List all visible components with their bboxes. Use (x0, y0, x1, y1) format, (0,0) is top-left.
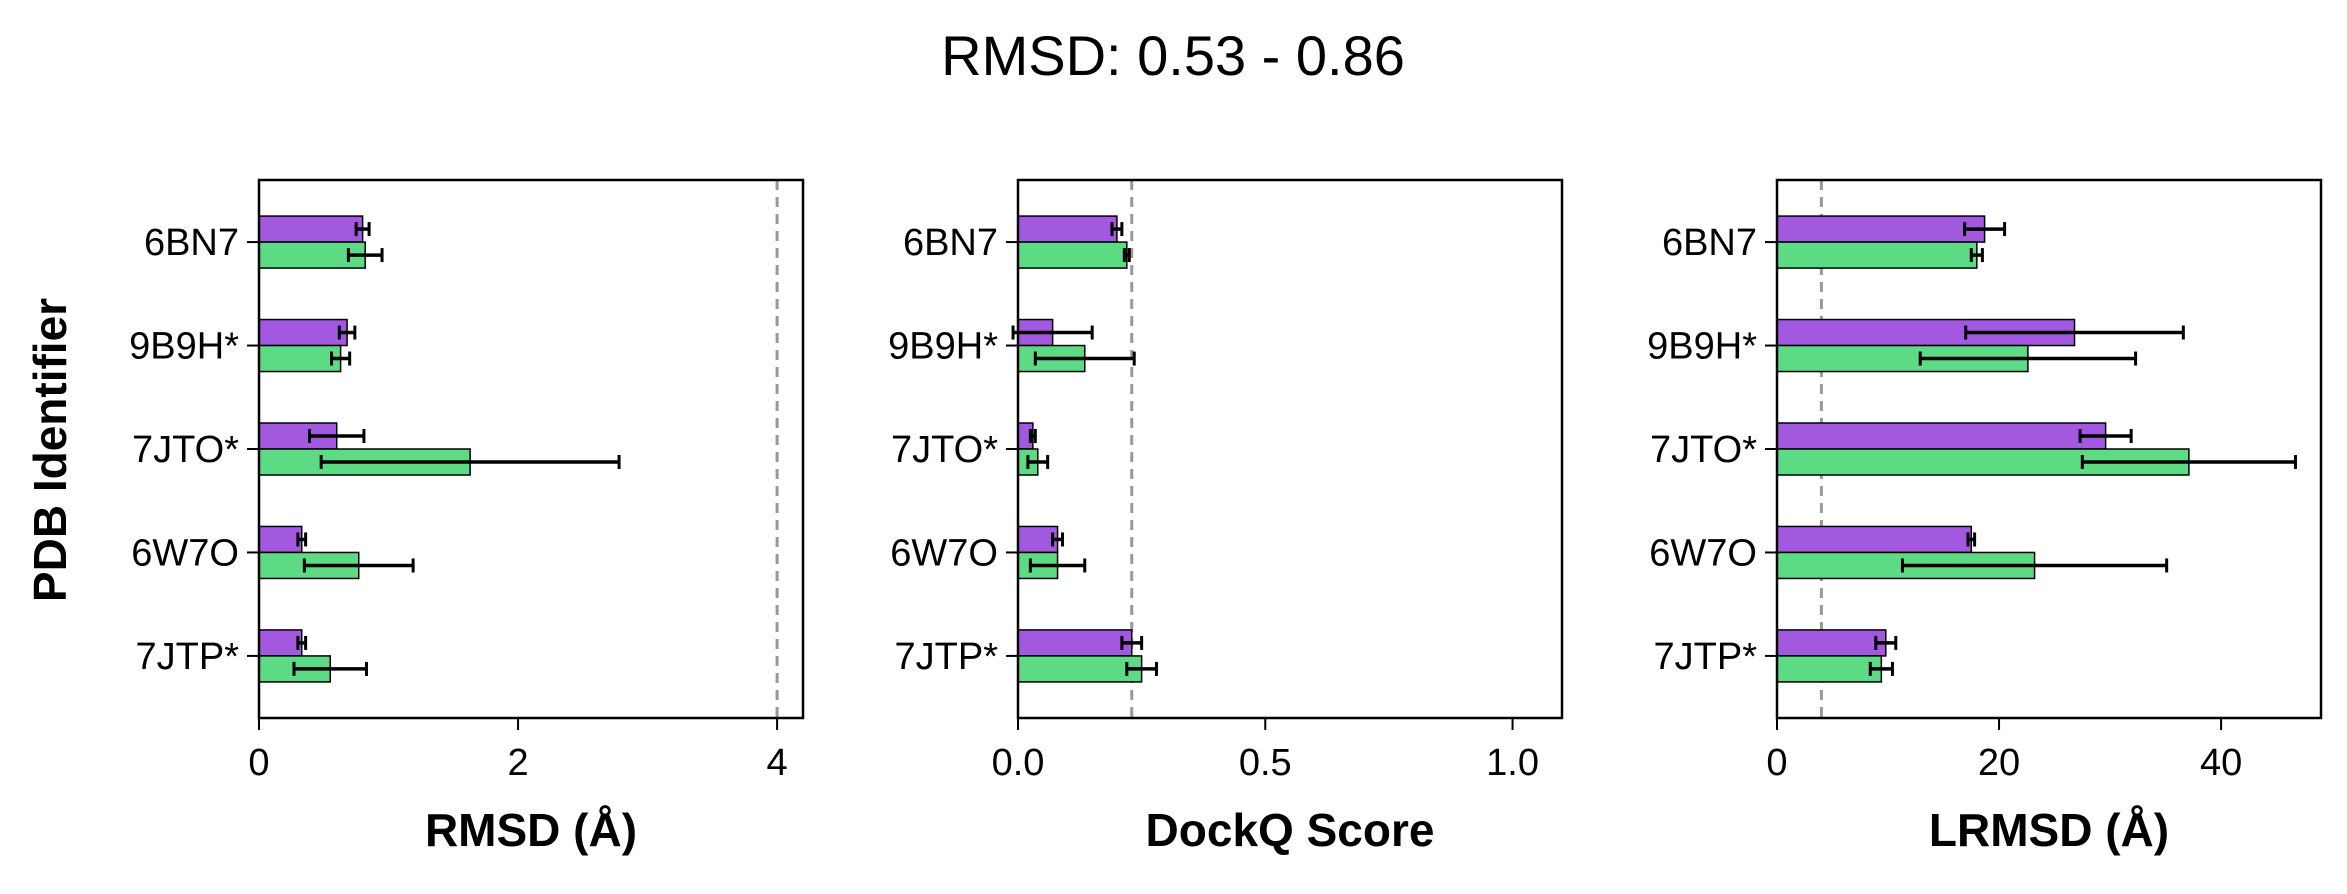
error-bar (1110, 222, 1124, 237)
bar-7JTO-series-1 (1776, 422, 2107, 450)
figure-suptitle: RMSD: 0.53 - 0.86 (941, 24, 1405, 87)
y-tick-label: 6W7O (131, 532, 239, 574)
x-tick-label: 0.0 (992, 742, 1045, 784)
error-bar (1028, 558, 1087, 573)
error-bar (1966, 532, 1977, 547)
y-tick-label: 6BN7 (1662, 222, 1757, 264)
x-tick-label: 4 (767, 742, 788, 784)
error-bar (292, 661, 369, 676)
y-tick-label: 6W7O (890, 532, 998, 574)
subplot-panels: 6BN7 9B9H* 7JTO* 6W7O 7JTP* 0 2 4 RMSD (Å) 6BN7 9B… (129, 178, 2323, 856)
bar-6BN7-series-2 (1776, 241, 1978, 269)
error-bar (296, 635, 308, 650)
error-bar (1026, 455, 1050, 469)
bar-6W7O-series-1 (258, 525, 303, 554)
axes-frame (1775, 178, 2323, 720)
x-axis-label: DockQ Score (1146, 804, 1435, 856)
bar-7JTP-series-1 (1017, 629, 1133, 657)
error-bar (1125, 661, 1158, 676)
error-bar (308, 429, 366, 443)
error-bar (1033, 351, 1136, 366)
error-bar (302, 558, 415, 573)
error-bar (354, 222, 371, 237)
x-tick-label: 1.0 (1486, 742, 1539, 784)
subplot-2: 6BN7 9B9H* 7JTO* 6W7O 7JTP* 0.0 0.5 1.0 DockQ Sc… (888, 178, 1564, 856)
error-bar (346, 248, 384, 263)
y-tick-label: 9B9H* (129, 326, 239, 368)
error-bar (2078, 429, 2133, 443)
bar-7JTP-series-1 (1776, 629, 1887, 657)
bar-6BN7-series-1 (258, 215, 364, 243)
error-bar (1874, 635, 1898, 650)
x-tick-label: 0.5 (1239, 742, 1292, 784)
subplot-1: 6BN7 9B9H* 7JTO* 6W7O 7JTP* 0 2 4 RMSD (Å) (129, 178, 805, 856)
x-axis-label: RMSD (Å) (425, 804, 637, 856)
x-tick-label: 2 (507, 742, 528, 784)
error-bar (1963, 222, 2007, 237)
error-bar (1868, 661, 1894, 676)
error-bar (1918, 351, 2138, 366)
bar-6BN7-series-1 (1776, 215, 1986, 243)
y-tick-label: 7JTO* (1650, 429, 1757, 471)
x-axis-label: LRMSD (Å) (1929, 804, 2169, 856)
bar-7JTP-series-1 (258, 629, 303, 657)
error-bar (1900, 558, 2169, 573)
y-tick-label: 7JTP* (136, 636, 240, 678)
y-tick-label: 6BN7 (903, 222, 998, 264)
axes-frame (1016, 178, 1564, 720)
y-tick-label: 7JTP* (1654, 636, 1758, 678)
y-tick-label: 7JTO* (891, 429, 998, 471)
y-tick-label: 7JTO* (132, 429, 239, 471)
error-bar (1969, 248, 1984, 263)
y-tick-label: 9B9H* (888, 326, 998, 368)
error-bar (330, 351, 352, 366)
error-bar (1011, 325, 1094, 340)
y-tick-label: 9B9H* (1647, 326, 1757, 368)
y-tick-label: 7JTP* (895, 636, 999, 678)
bar-9B9H-series-2 (258, 344, 342, 373)
error-bar (319, 455, 621, 469)
bar-6BN7-series-2 (1017, 241, 1128, 269)
axes-frame (257, 178, 805, 720)
error-bar (1120, 635, 1144, 650)
error-bar (1964, 325, 2185, 340)
subplot-3: 6BN7 9B9H* 7JTO* 6W7O 7JTP* 0 20 40 LRMSD (Å) (1647, 178, 2323, 856)
error-bar (1122, 248, 1131, 263)
x-tick-label: 40 (2200, 742, 2242, 784)
error-bar (337, 325, 357, 340)
y-tick-label: 6W7O (1649, 532, 1757, 574)
bar-6BN7-series-1 (1017, 215, 1118, 243)
error-bar (296, 532, 308, 547)
x-tick-label: 0 (1766, 742, 1787, 784)
y-axis-label: PDB Identifier (24, 298, 76, 602)
error-bar (1051, 532, 1065, 547)
error-bar (2080, 455, 2297, 469)
bar-7JTP-series-2 (1017, 655, 1143, 683)
error-bar (1028, 429, 1037, 443)
x-tick-label: 0 (248, 742, 269, 784)
x-tick-label: 20 (1978, 742, 2020, 784)
bar-9B9H-series-1 (258, 318, 348, 347)
bar-7JTP-series-2 (1776, 655, 1883, 683)
y-tick-label: 6BN7 (144, 222, 239, 264)
bar-6W7O-series-1 (1776, 525, 1973, 554)
